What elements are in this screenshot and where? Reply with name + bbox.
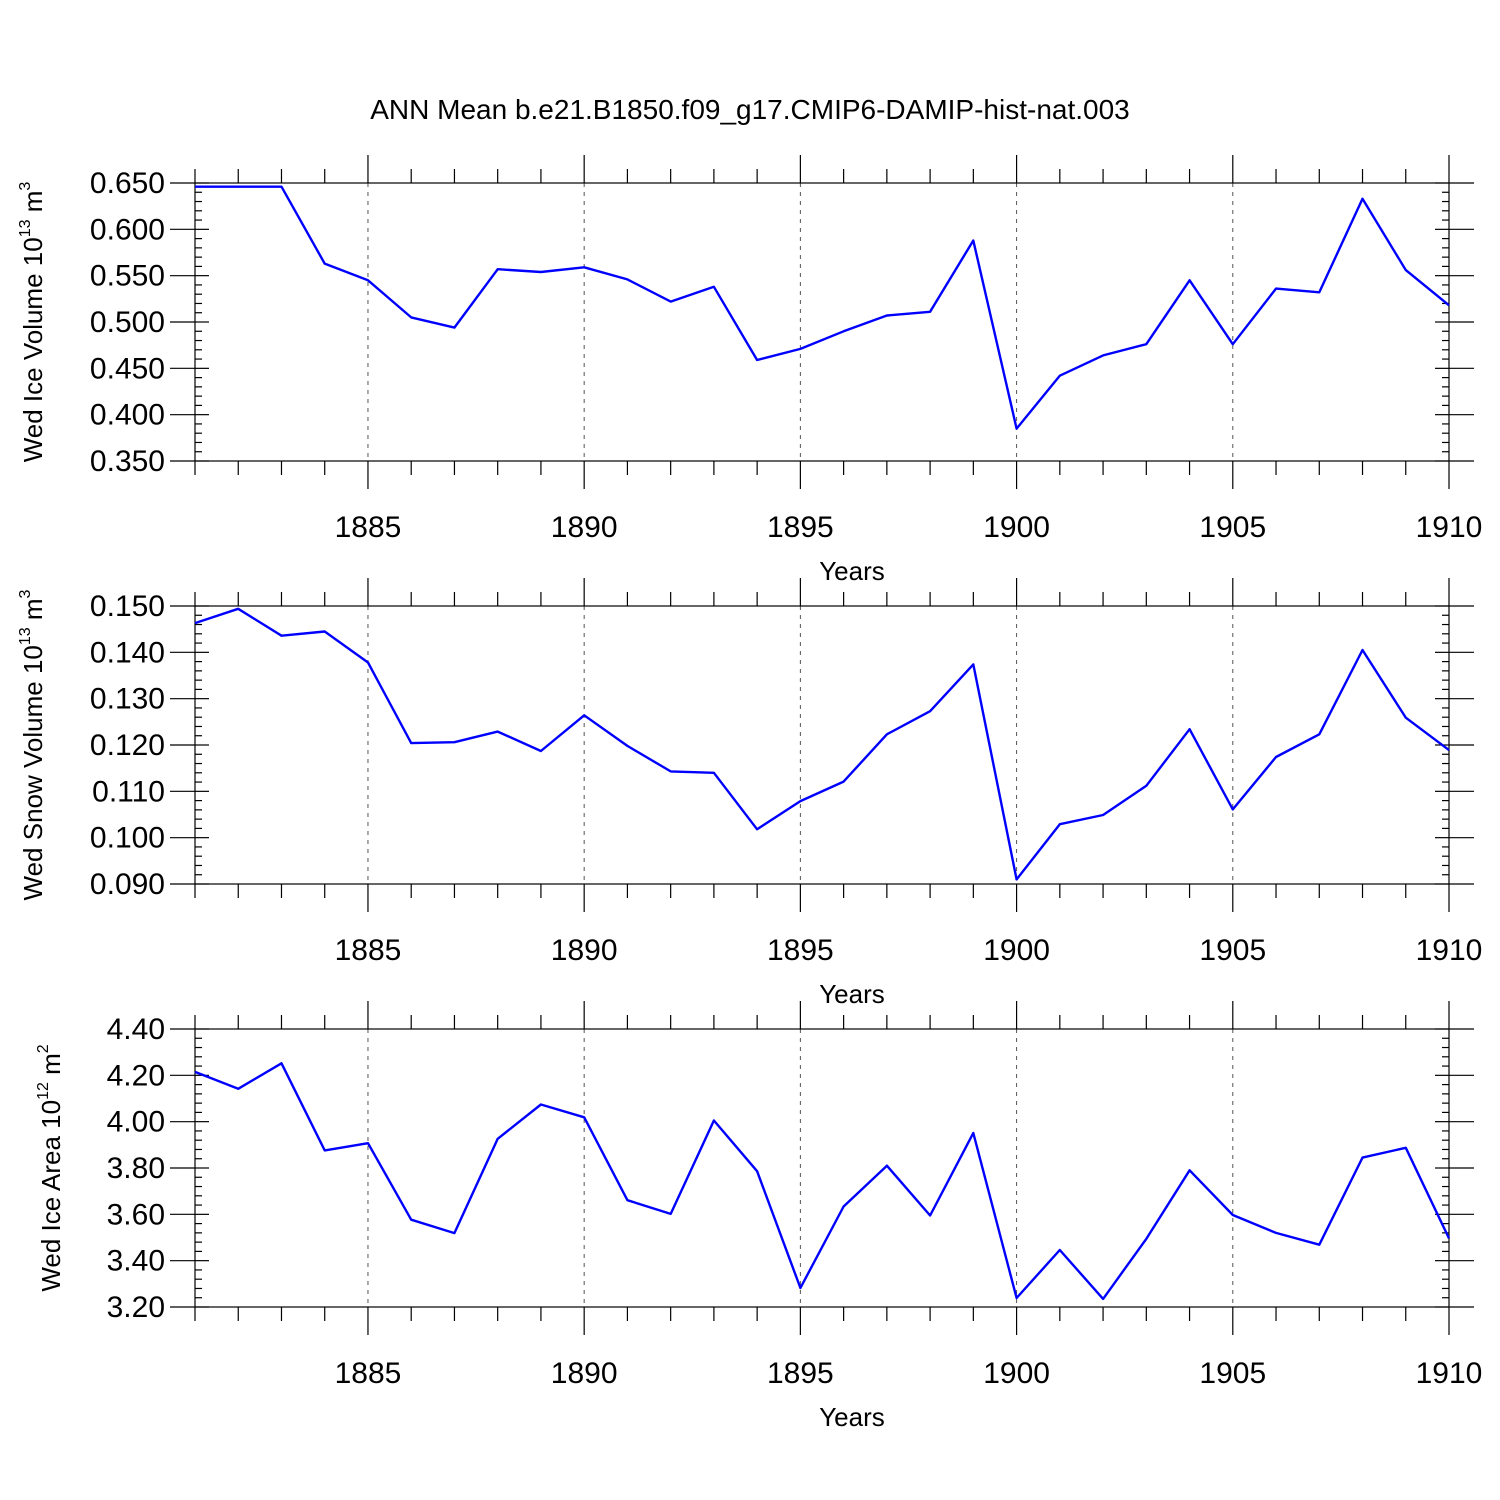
x-tick-label: 1885: [335, 934, 402, 967]
y-tick-label: 4.40: [107, 1013, 165, 1046]
y-axis-label: Wed Snow Volume 1013 m3: [17, 589, 48, 900]
y-axis-label-sup: 12: [35, 1082, 52, 1100]
panel-3: 3.20 3.40 3.60 3.80 4.00 4.20 4.40 1885 1890 1895…: [35, 1001, 1482, 1432]
x-tick-label: 1895: [767, 934, 834, 967]
x-tick-label: 1910: [1416, 511, 1483, 544]
y-tick-label: 3.40: [107, 1245, 165, 1278]
y-axis-label-sup: 13: [17, 627, 34, 645]
y-tick-label: 3.80: [107, 1152, 165, 1185]
y-tick-label: 0.100: [90, 822, 165, 855]
y-axis-label-text: Wed Snow Volume 10: [18, 645, 48, 900]
x-tick-label: 1885: [335, 1357, 402, 1390]
y-tick-label: 0.350: [90, 445, 165, 478]
y-tick-label: 0.650: [90, 167, 165, 200]
x-tick-label: 1895: [767, 511, 834, 544]
panel-1: 0.350 0.400 0.450 0.500 0.550 0.600 0.650 1885 1…: [17, 155, 1482, 586]
y-axis-label-unit: m: [18, 598, 48, 627]
y-tick-label: 0.400: [90, 399, 165, 432]
series-line: [195, 185, 1450, 430]
x-tick-label: 1890: [551, 1357, 618, 1390]
x-tick-label: 1885: [335, 511, 402, 544]
y-tick-label: 0.450: [90, 352, 165, 385]
x-tick-label: 1905: [1199, 934, 1266, 967]
y-tick-label: 3.60: [107, 1198, 165, 1231]
y-tick-label: 0.120: [90, 729, 165, 762]
y-axis-label-unit-sup: 3: [17, 182, 34, 191]
x-tick-label: 1895: [767, 1357, 834, 1390]
x-axis-label: Years: [819, 1402, 885, 1432]
y-axis-label: Wed Ice Volume 1013 m3: [17, 182, 48, 463]
y-axis-label-unit-sup: 2: [35, 1044, 52, 1053]
y-tick-label: 0.150: [90, 590, 165, 623]
panels: 0.350 0.400 0.450 0.500 0.550 0.600 0.650 1885 1…: [17, 155, 1482, 1432]
y-axis-label-unit: m: [18, 191, 48, 220]
x-tick-label: 1890: [551, 934, 618, 967]
figure-title: ANN Mean b.e21.B1850.f09_g17.CMIP6-DAMIP…: [370, 94, 1130, 125]
y-axis-label-text: Wed Ice Area 10: [36, 1100, 66, 1292]
y-tick-label: 0.140: [90, 636, 165, 669]
y-axis-label-unit: m: [36, 1053, 66, 1082]
y-axis-label-unit-sup: 3: [17, 589, 34, 598]
x-tick-label: 1910: [1416, 934, 1483, 967]
x-tick-label: 1905: [1199, 511, 1266, 544]
y-tick-label: 3.20: [107, 1291, 165, 1324]
x-tick-label: 1905: [1199, 1357, 1266, 1390]
y-axis-label: Wed Ice Area 1012 m2: [35, 1044, 66, 1291]
x-tick-label: 1900: [983, 934, 1050, 967]
y-tick-label: 0.550: [90, 260, 165, 293]
y-tick-label: 0.130: [90, 683, 165, 716]
plot-frame: [194, 605, 1450, 885]
y-tick-label: 0.600: [90, 213, 165, 246]
y-tick-label: 4.20: [107, 1059, 165, 1092]
series-line: [194, 607, 1450, 881]
x-axis-label: Years: [819, 556, 885, 586]
y-tick-label: 0.500: [90, 306, 165, 339]
x-tick-label: 1890: [551, 511, 618, 544]
x-tick-label: 1900: [983, 1357, 1050, 1390]
x-axis-label: Years: [819, 979, 885, 1009]
panel-2: 0.090 0.100 0.110 0.120 0.130 0.140 0.150 1885 1…: [17, 578, 1482, 1009]
y-tick-label: 4.00: [107, 1106, 165, 1139]
y-axis-label-text: Wed Ice Volume 10: [18, 237, 48, 462]
series-line: [194, 1062, 1451, 1301]
plot-frame: [194, 182, 1450, 462]
x-tick-label: 1900: [983, 511, 1050, 544]
y-tick-label: 0.090: [90, 868, 165, 901]
y-tick-label: 0.110: [92, 775, 165, 808]
y-axis-label-sup: 13: [17, 219, 34, 237]
x-tick-label: 1910: [1416, 1357, 1483, 1390]
